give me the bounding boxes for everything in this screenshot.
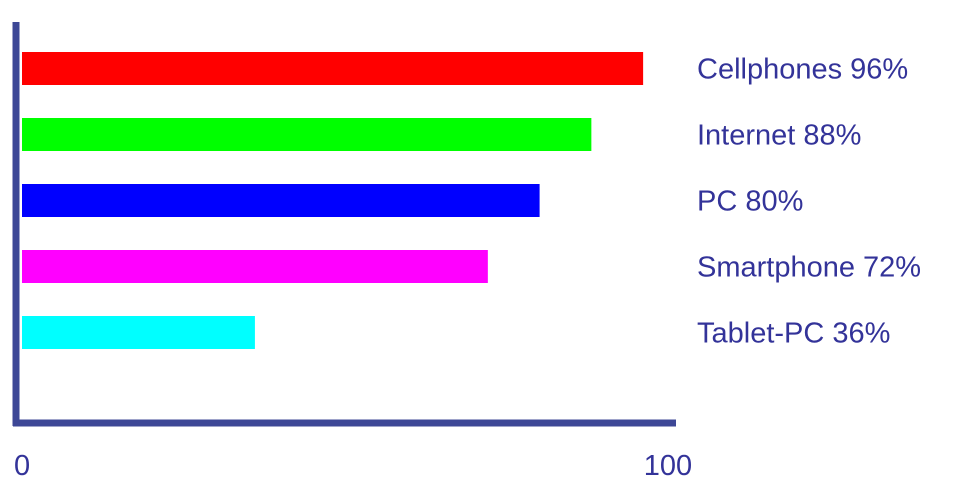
bar-tablet-pc <box>22 316 255 349</box>
bar-label-tablet-pc: Tablet-PC 36% <box>697 318 890 350</box>
category-labels: Cellphones 96% Internet 88% PC 80% Smartpho… <box>697 54 921 350</box>
x-tick-label-max: 100 <box>644 450 692 479</box>
bar-label-pc: PC 80% <box>697 186 803 218</box>
x-tick-label-min: 0 <box>14 450 30 479</box>
bar-cellphones <box>22 52 644 85</box>
bar-internet <box>22 118 592 151</box>
axes-layer <box>12 22 676 427</box>
bars-layer <box>22 52 644 349</box>
bar-label-cellphones: Cellphones 96% <box>697 54 908 86</box>
bar-label-smartphone: Smartphone 72% <box>697 252 921 284</box>
bar-label-internet: Internet 88% <box>697 120 861 152</box>
x-tick-labels: 0 100 <box>14 450 692 479</box>
bar-smartphone <box>22 250 488 283</box>
bar-pc <box>22 184 540 217</box>
